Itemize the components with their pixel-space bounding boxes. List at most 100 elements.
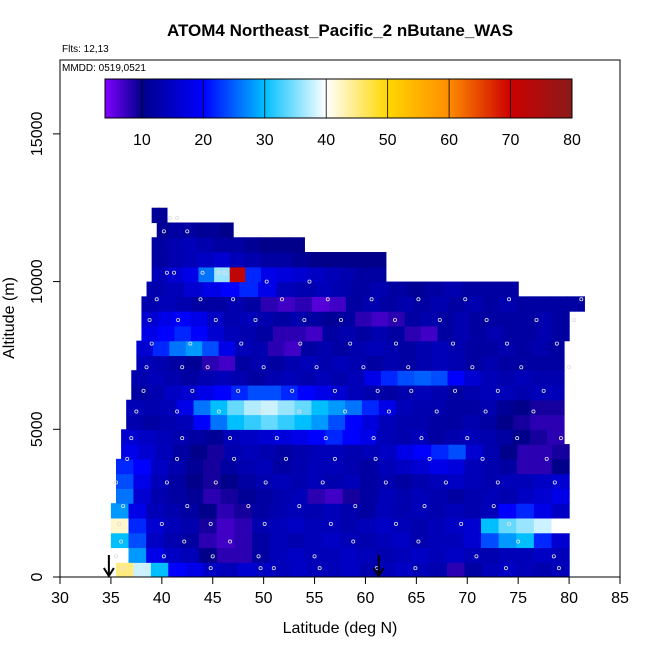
sample-point bbox=[117, 521, 122, 526]
heatmap-cell bbox=[429, 473, 448, 489]
heatmap-cell bbox=[126, 399, 144, 416]
sample-point bbox=[129, 436, 134, 441]
heatmap-cell bbox=[550, 296, 568, 312]
heatmap-cell bbox=[378, 414, 397, 430]
heatmap-cell bbox=[361, 399, 380, 416]
colorbar-ticks: 10 20 30 40 50 60 70 80 bbox=[133, 79, 581, 149]
heatmap-cell bbox=[513, 414, 531, 430]
colorbar-tick-label: 10 bbox=[133, 132, 151, 149]
heatmap-cell bbox=[453, 325, 472, 342]
sample-point bbox=[246, 504, 251, 509]
heatmap-cell bbox=[547, 355, 565, 371]
x-tick-label: 75 bbox=[509, 590, 527, 607]
heatmap-cell bbox=[429, 414, 447, 430]
heatmap-cell bbox=[155, 444, 174, 460]
x-tick-label: 45 bbox=[204, 590, 222, 607]
sample-point bbox=[480, 456, 485, 461]
heatmap-cell bbox=[295, 281, 315, 297]
heatmap-cell bbox=[533, 503, 553, 519]
heatmap-cell bbox=[482, 296, 500, 312]
heatmap-cell bbox=[421, 311, 439, 327]
heatmap-cell bbox=[446, 414, 464, 430]
heatmap-cell bbox=[516, 296, 534, 312]
sample-point bbox=[314, 365, 319, 370]
heatmap-cell bbox=[116, 473, 135, 489]
heatmap-cell bbox=[273, 325, 291, 342]
heatmap-cell bbox=[464, 458, 483, 475]
heatmap-cell bbox=[150, 458, 169, 475]
heatmap-cell bbox=[514, 355, 532, 371]
heatmap-cell bbox=[427, 429, 446, 445]
heatmap-cell bbox=[269, 547, 288, 563]
heatmap-cell bbox=[311, 399, 329, 416]
heatmap-cell bbox=[396, 296, 415, 312]
heatmap-cell bbox=[481, 355, 499, 371]
heatmap-cell bbox=[536, 325, 554, 342]
heatmap-cell bbox=[516, 562, 535, 577]
sample-point bbox=[164, 270, 169, 275]
heatmap-cell bbox=[197, 237, 214, 253]
heatmap-cell bbox=[551, 444, 570, 460]
heatmap-cell bbox=[325, 429, 344, 445]
heatmap-cell bbox=[198, 252, 215, 268]
heatmap-cell bbox=[499, 488, 518, 504]
heatmap-cell bbox=[394, 562, 413, 577]
heatmap-cell bbox=[291, 429, 310, 445]
heatmap-cell bbox=[273, 311, 291, 327]
x-tick-label: 40 bbox=[153, 590, 171, 607]
heatmap-cell bbox=[159, 414, 178, 430]
heatmap-cell bbox=[463, 503, 482, 519]
heatmap-cell bbox=[499, 458, 518, 475]
heatmap-cell bbox=[463, 517, 482, 534]
heatmap-cell bbox=[155, 429, 173, 445]
heatmap-cell bbox=[379, 296, 398, 312]
sample-point bbox=[205, 365, 210, 370]
heatmap-cell bbox=[481, 562, 500, 577]
heatmap-cell bbox=[496, 399, 515, 416]
heatmap-cell bbox=[223, 311, 241, 327]
heatmap-cell bbox=[276, 281, 296, 297]
heatmap-cell bbox=[260, 266, 278, 283]
heatmap-cell bbox=[446, 399, 464, 416]
heatmap-cell bbox=[534, 444, 553, 460]
heatmap-cell bbox=[284, 340, 302, 357]
sample-points bbox=[114, 216, 584, 571]
heatmap-cell bbox=[272, 562, 291, 577]
heatmap-cell bbox=[289, 311, 307, 327]
heatmap-cell bbox=[181, 532, 200, 549]
heatmap-cell bbox=[503, 325, 521, 342]
heatmap-cell bbox=[322, 325, 340, 342]
heatmap-cell bbox=[453, 311, 472, 327]
heatmap-cell bbox=[551, 532, 570, 549]
heatmap-cell bbox=[499, 562, 518, 577]
heatmap-cell bbox=[462, 414, 481, 430]
sample-point bbox=[161, 554, 166, 559]
heatmap-cell bbox=[234, 517, 253, 534]
heatmap-cell bbox=[464, 370, 482, 386]
sample-point bbox=[175, 216, 180, 221]
heatmap-cell bbox=[304, 517, 323, 534]
heatmap-cell bbox=[199, 532, 218, 549]
heatmap-cell bbox=[366, 355, 384, 371]
heatmap-cell bbox=[342, 488, 361, 504]
heatmap-cell bbox=[294, 399, 313, 416]
heatmap-cell bbox=[311, 296, 330, 312]
sample-point bbox=[307, 279, 312, 284]
heatmap-cell bbox=[551, 458, 570, 475]
heatmap-cell bbox=[164, 370, 182, 386]
heatmap-cell bbox=[181, 547, 200, 563]
heatmap-cell bbox=[317, 355, 335, 371]
heatmap-cell bbox=[393, 429, 412, 445]
heatmap-cell bbox=[445, 517, 464, 534]
heatmap-cell bbox=[531, 340, 549, 357]
heatmap-cell bbox=[465, 444, 484, 460]
heatmap-cell bbox=[464, 488, 483, 504]
heatmap-cell bbox=[287, 547, 306, 563]
sample-point bbox=[375, 388, 380, 393]
heatmap-cell bbox=[414, 444, 432, 460]
heatmap-cell bbox=[314, 384, 332, 401]
heatmap-cell bbox=[370, 252, 387, 268]
sample-point bbox=[119, 539, 124, 544]
heatmap-cell bbox=[147, 370, 166, 386]
heatmap-cell bbox=[431, 444, 450, 460]
